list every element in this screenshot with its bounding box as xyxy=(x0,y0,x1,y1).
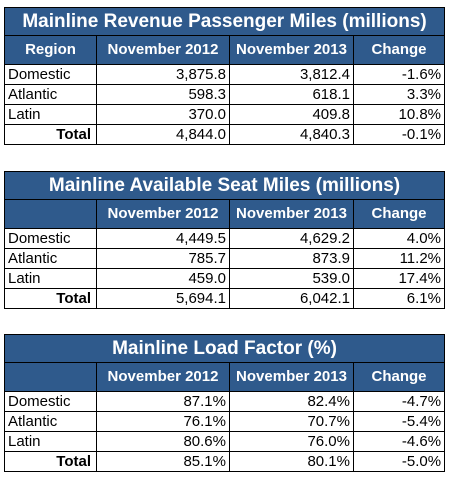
value-nov-2012: 87.1% xyxy=(96,391,230,412)
column-header-change: Change xyxy=(352,362,446,392)
total-change: -0.1% xyxy=(352,124,446,145)
value-change: 17.4% xyxy=(353,268,445,289)
value-nov-2013: 70.7% xyxy=(229,411,354,432)
column-header-change: Change xyxy=(353,199,445,229)
total-nov-2012: 4,844.0 xyxy=(96,124,230,145)
load-factor-table: Mainline Load Factor (%) November 2012 N… xyxy=(3,334,446,472)
value-nov-2012: 598.3 xyxy=(96,84,230,105)
column-header-change: Change xyxy=(352,35,446,65)
value-nov-2013: 618.1 xyxy=(229,84,354,105)
column-header-nov-2013: November 2013 xyxy=(229,199,354,229)
load-factor-table-title: Mainline Load Factor (%) xyxy=(3,334,446,363)
table-row: Latin 80.6% 76.0% -4.6% xyxy=(4,431,446,452)
value-change: -1.6% xyxy=(352,64,446,85)
value-nov-2012: 459.0 xyxy=(96,268,230,289)
total-change: -5.0% xyxy=(352,451,446,472)
total-row: Total 85.1% 80.1% -5.0% xyxy=(4,451,446,472)
table-row: Latin 370.0 409.8 10.8% xyxy=(4,104,446,125)
total-change: 6.1% xyxy=(353,288,445,309)
column-header-region: Region xyxy=(4,35,97,65)
value-nov-2012: 370.0 xyxy=(96,104,230,125)
total-label: Total xyxy=(4,288,97,309)
value-nov-2013: 409.8 xyxy=(229,104,354,125)
total-nov-2012: 5,694.1 xyxy=(96,288,230,309)
table-row: Domestic 3,875.8 3,812.4 -1.6% xyxy=(4,64,446,85)
value-nov-2012: 785.7 xyxy=(96,248,230,269)
table-row: Atlantic 598.3 618.1 3.3% xyxy=(4,84,446,105)
asm-table: Mainline Available Seat Miles (millions)… xyxy=(4,171,445,309)
total-row: Total 4,844.0 4,840.3 -0.1% xyxy=(4,124,446,145)
total-row: Total 5,694.1 6,042.1 6.1% xyxy=(4,288,445,309)
value-nov-2013: 82.4% xyxy=(229,391,354,412)
value-nov-2012: 80.6% xyxy=(96,431,230,452)
row-label: Latin xyxy=(4,268,97,289)
total-nov-2012: 85.1% xyxy=(96,451,230,472)
row-label: Atlantic xyxy=(4,84,97,105)
total-label: Total xyxy=(4,451,97,472)
column-header-blank xyxy=(4,199,97,229)
value-change: 11.2% xyxy=(353,248,445,269)
rpm-table: Mainline Revenue Passenger Miles (millio… xyxy=(3,7,446,145)
total-nov-2013: 4,840.3 xyxy=(229,124,354,145)
row-label: Domestic xyxy=(4,228,97,249)
value-change: 3.3% xyxy=(352,84,446,105)
table-row: Atlantic 76.1% 70.7% -5.4% xyxy=(4,411,446,432)
value-nov-2012: 4,449.5 xyxy=(96,228,230,249)
row-label: Atlantic xyxy=(4,411,97,432)
table-row: Atlantic 785.7 873.9 11.2% xyxy=(4,248,445,269)
value-nov-2012: 76.1% xyxy=(96,411,230,432)
column-header-nov-2013: November 2013 xyxy=(229,362,354,392)
table-row: Domestic 87.1% 82.4% -4.7% xyxy=(4,391,446,412)
value-change: 10.8% xyxy=(352,104,446,125)
table-row: Latin 459.0 539.0 17.4% xyxy=(4,268,445,289)
value-nov-2012: 3,875.8 xyxy=(96,64,230,85)
value-nov-2013: 4,629.2 xyxy=(229,228,354,249)
value-change: -4.7% xyxy=(352,391,446,412)
column-header-nov-2012: November 2012 xyxy=(96,199,230,229)
value-nov-2013: 3,812.4 xyxy=(229,64,354,85)
row-label: Domestic xyxy=(4,64,97,85)
total-label: Total xyxy=(4,124,97,145)
value-nov-2013: 539.0 xyxy=(229,268,354,289)
value-change: -5.4% xyxy=(352,411,446,432)
column-header-nov-2012: November 2012 xyxy=(96,362,230,392)
column-header-nov-2012: November 2012 xyxy=(96,35,230,65)
asm-table-title: Mainline Available Seat Miles (millions) xyxy=(4,171,445,200)
value-change: -4.6% xyxy=(352,431,446,452)
total-nov-2013: 6,042.1 xyxy=(229,288,354,309)
row-label: Atlantic xyxy=(4,248,97,269)
table-row: Domestic 4,449.5 4,629.2 4.0% xyxy=(4,228,445,249)
row-label: Latin xyxy=(4,104,97,125)
column-header-blank xyxy=(4,362,97,392)
value-change: 4.0% xyxy=(353,228,445,249)
row-label: Domestic xyxy=(4,391,97,412)
value-nov-2013: 76.0% xyxy=(229,431,354,452)
rpm-table-title: Mainline Revenue Passenger Miles (millio… xyxy=(3,7,446,36)
row-label: Latin xyxy=(4,431,97,452)
total-nov-2013: 80.1% xyxy=(229,451,354,472)
column-header-nov-2013: November 2013 xyxy=(229,35,354,65)
value-nov-2013: 873.9 xyxy=(229,248,354,269)
